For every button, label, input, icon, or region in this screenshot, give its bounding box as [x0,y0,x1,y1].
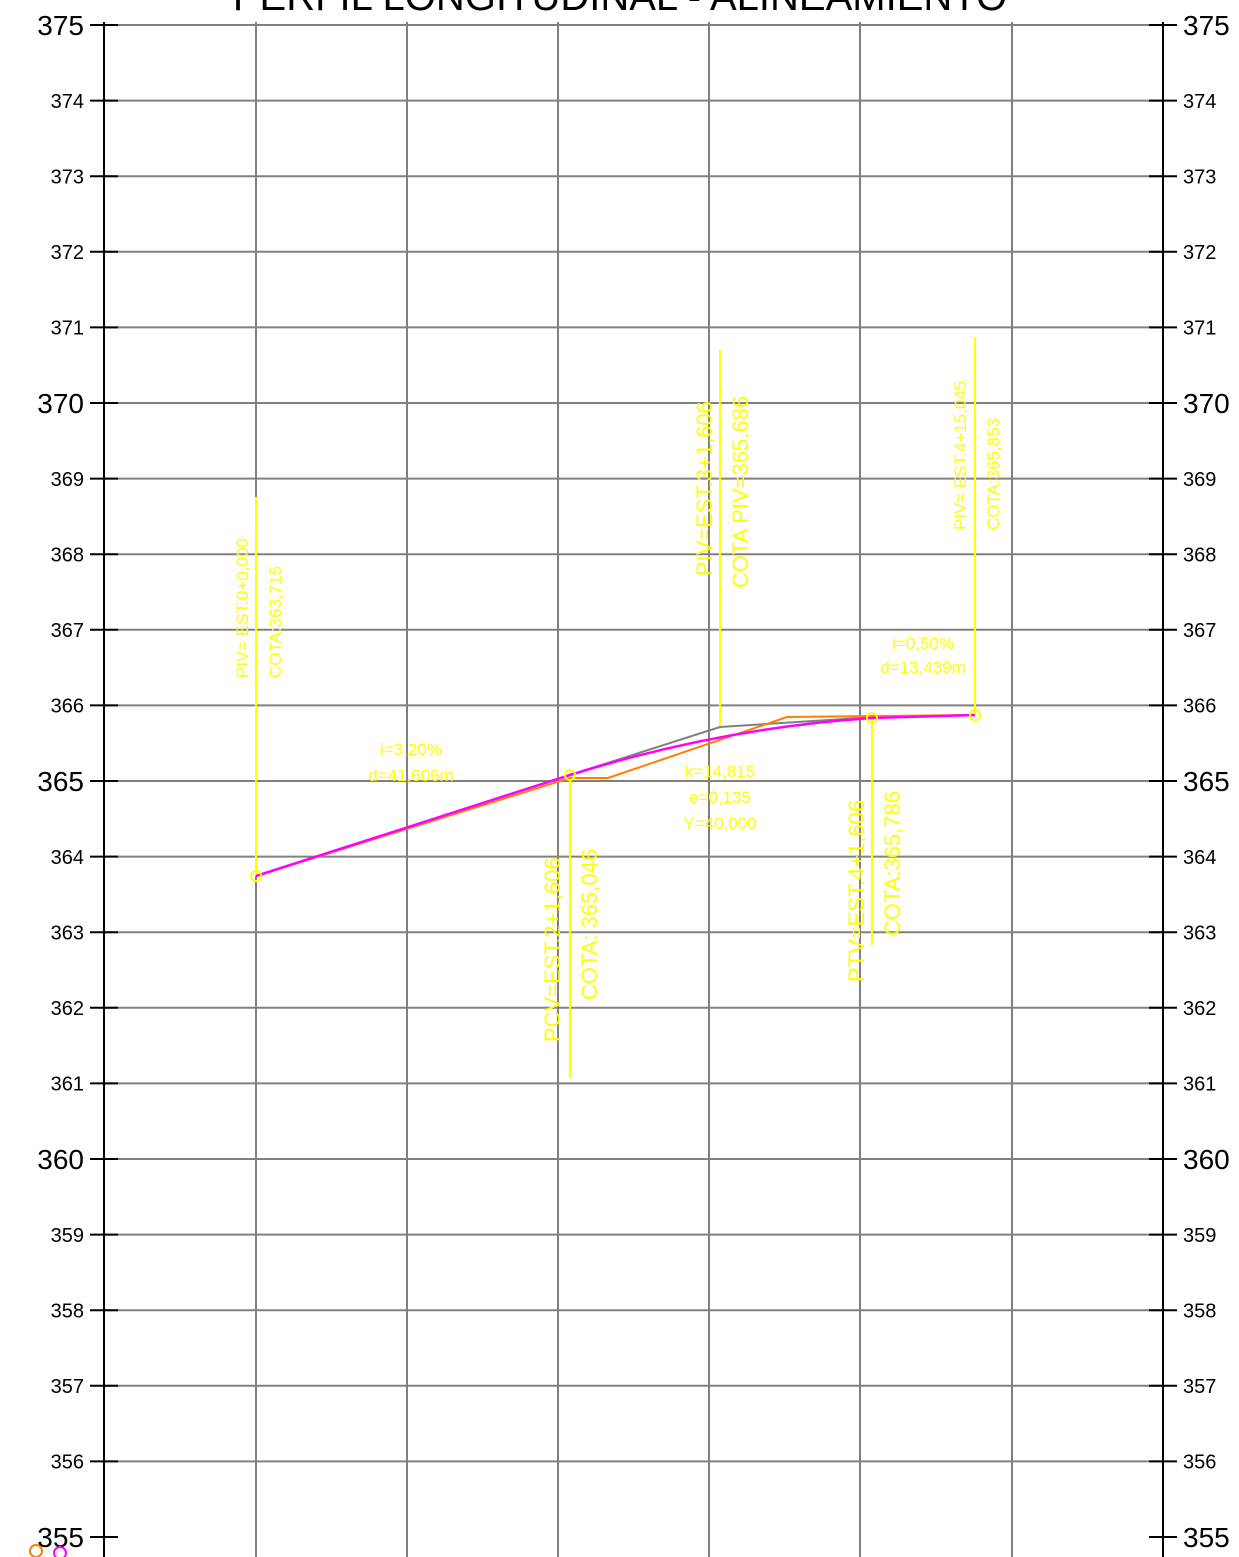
piv1-marker [250,870,262,882]
piv3-marker [969,709,981,721]
left-tick-label: 360 [37,1144,84,1175]
curve-e-label: e=0,135 [689,788,751,807]
piv3-elevation-label: COTA:365,853 [984,418,1003,530]
right-tick-label: 356 [1183,1452,1216,1474]
piv1-station-label: PIV= EST.0+0,000 [233,538,252,678]
right-tick-label: 367 [1183,620,1216,642]
left-tick-label: 364 [51,847,84,869]
right-tick-label: 361 [1183,1074,1216,1096]
left-tick-label: 370 [37,388,84,419]
left-tick-label: 358 [51,1300,84,1322]
vertical-grid [255,22,1013,1557]
right-tick-label: 363 [1183,922,1216,944]
right-tick-label: 371 [1183,318,1216,340]
ptv-marker [866,712,878,724]
right-tick-label: 372 [1183,242,1216,264]
ptv-station-label: PTV=EST.4+1,606 [844,800,869,982]
curve-k-label: k=14,815 [685,762,755,781]
left-tick-label: 375 [37,10,84,41]
right-tick-label: 364 [1183,847,1216,869]
piv2-station-label: PIV=EST.3+1,606 [692,401,717,576]
right-tick-label: 366 [1183,696,1216,718]
right-tick-label: 373 [1183,166,1216,188]
left-tick-label: 361 [51,1074,84,1096]
right-tick-label: 365 [1183,766,1230,797]
annotation-leaders [255,337,976,1078]
vertex-markers [250,709,981,882]
design-profile-line [255,713,976,878]
legend-orange-circle-icon [29,1544,43,1557]
right-tick-label: 374 [1183,91,1216,113]
right-tick-label: 359 [1183,1225,1216,1247]
right-axis-ticks: 375 374 373 372 371 370 369 368 367 366 365 364 363 3… [1149,10,1230,1553]
right-tick-label: 375 [1183,10,1230,41]
pcv-elevation-label: COTA: 365,046 [577,849,602,1000]
left-tick-label: 372 [51,242,84,264]
left-tick-label: 356 [51,1452,84,1474]
right-tick-label: 369 [1183,469,1216,491]
left-tick-label: 368 [51,544,84,566]
ptv-elevation-label: COTA:365,786 [880,791,905,936]
curve-y-label: Y=40,000 [683,814,756,833]
drawing-title: PERFIL LONGITUDINAL - ALINEAMIENTO [233,0,1007,19]
right-tick-label: 357 [1183,1376,1216,1398]
tangent-line [569,714,976,776]
left-tick-label: 355 [37,1522,84,1553]
left-axis-ticks: 375 374 373 372 371 370 369 368 367 366 365 364 363 3… [37,10,118,1553]
left-tick-label: 369 [51,469,84,491]
left-tick-label: 357 [51,1376,84,1398]
right-tick-label: 355 [1183,1522,1230,1553]
left-tick-label: 371 [51,318,84,340]
piv2-elevation-label: COTA PIV=365,686 [728,396,753,588]
left-tick-label: 366 [51,696,84,718]
slope2-grade-label: i=0,50% [892,634,954,653]
left-tick-label: 363 [51,922,84,944]
left-tick-label: 374 [51,91,84,113]
horizontal-grid [104,24,1163,1463]
left-tick-label: 359 [51,1225,84,1247]
left-tick-label: 367 [51,620,84,642]
right-tick-label: 368 [1183,544,1216,566]
right-tick-label: 358 [1183,1300,1216,1322]
alternate-profile-line [255,714,976,877]
left-tick-label: 373 [51,166,84,188]
legend-magenta-circle-icon [53,1546,67,1557]
right-tick-label: 362 [1183,998,1216,1020]
left-tick-label: 365 [37,766,84,797]
pcv-marker [564,769,576,781]
slope1-grade-label: i=3,20% [380,740,442,759]
piv3-station-label: PIV= EST.4+15,045 [951,381,970,530]
right-tick-label: 370 [1183,388,1230,419]
right-tick-label: 360 [1183,1144,1230,1175]
piv1-elevation-label: COTA:363,715 [266,566,285,678]
left-tick-label: 362 [51,998,84,1020]
pcv-station-label: PCV=EST.2+1,606 [540,857,565,1042]
slope1-distance-label: d=41,606m [368,766,454,785]
slope2-distance-label: d=13,439m [880,658,966,677]
